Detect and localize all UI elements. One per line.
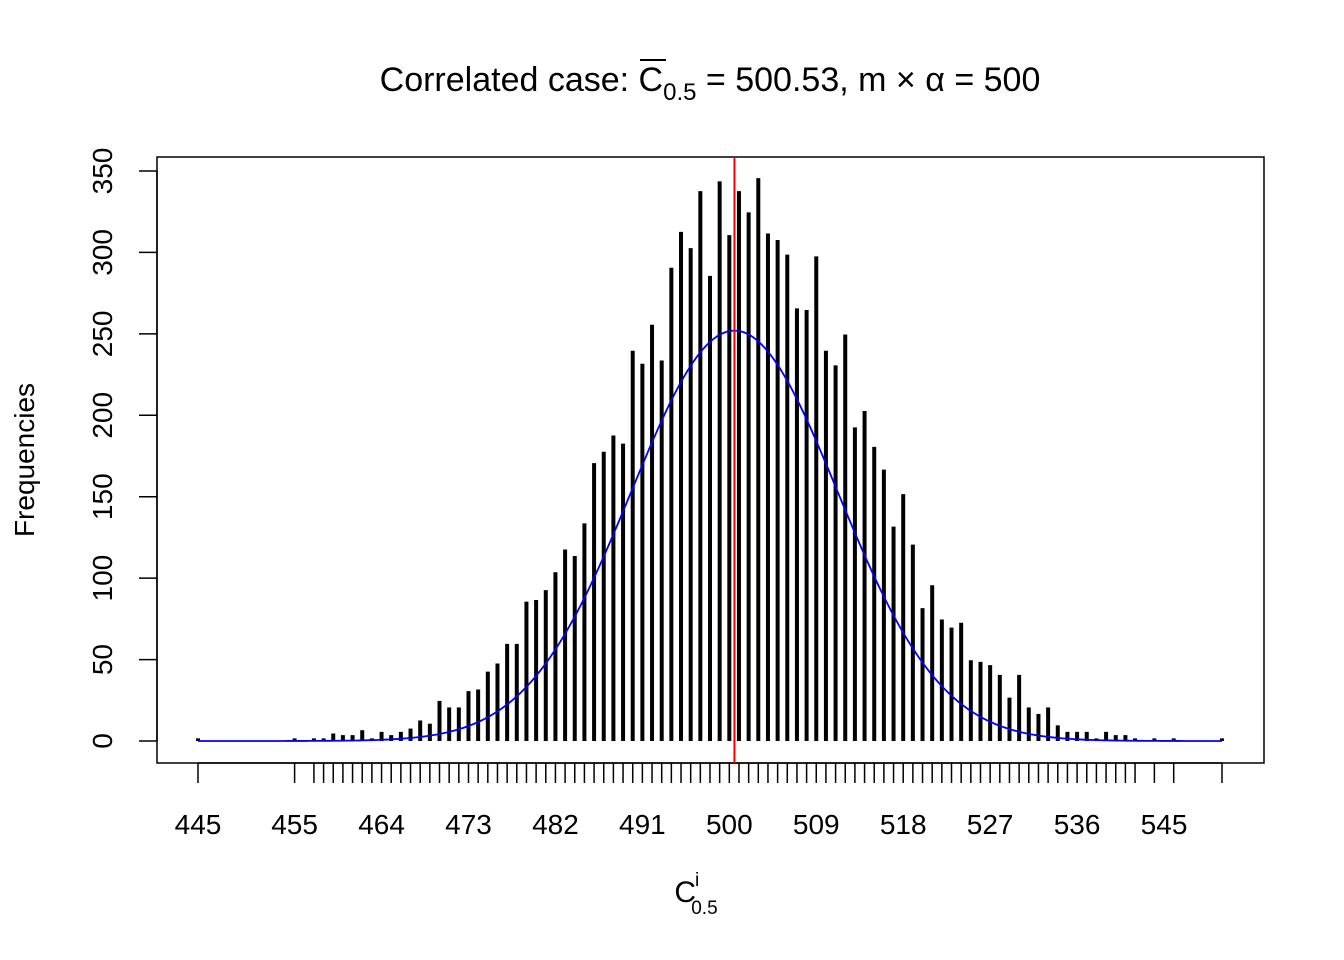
x-tick-label: 455 [271,809,318,840]
x-tick-label: 473 [445,809,492,840]
x-tick-label: 518 [880,809,927,840]
title-stat-subscript: 0.5 [663,79,696,106]
title-stat-symbol: C [639,61,664,99]
y-tick-label: 350 [87,148,118,195]
title-equals: = [696,61,735,99]
title-alpha: α [916,61,955,99]
y-tick-label: 50 [87,644,118,675]
frequency-bars [196,178,1224,741]
y-tick-label: 100 [87,555,118,602]
x-label-superscript: i [695,870,699,891]
title-equals-500: = 500 [954,61,1040,99]
x-tick-label: 482 [532,809,579,840]
x-axis: 445 455 464 473 482 491 500 509 518 527 536 545 [175,762,1223,840]
x-tick-label: 545 [1141,809,1188,840]
x-tick-label: 445 [175,809,222,840]
x-tick-label: 464 [358,809,405,840]
x-tick-label: 491 [619,809,666,840]
x-tick-label: 527 [967,809,1014,840]
title-value: 500.53, [735,61,848,99]
title-times: × [896,61,916,99]
title-prefix: Correlated case: [380,61,639,99]
y-tick-label: 300 [87,229,118,276]
x-axis-label: Ci 0.5 [674,870,717,919]
title-m: m [849,61,896,99]
x-tick-label: 509 [793,809,840,840]
y-tick-label: 250 [87,310,118,357]
x-label-base: C [674,876,696,909]
y-tick-label: 150 [87,473,118,520]
x-tick-label: 536 [1054,809,1101,840]
y-axis: 0 50 100 150 200 250 300 350 [87,148,158,749]
y-axis-label: Frequencies [9,383,40,537]
y-tick-label: 200 [87,392,118,439]
x-label-subscript: 0.5 [691,898,717,919]
chart-title: Correlated case: C0.5 = 500.53, m × α = … [380,61,1041,106]
normal-curve [198,329,1222,742]
y-tick-label: 0 [87,733,118,749]
x-tick-label: 500 [706,809,753,840]
